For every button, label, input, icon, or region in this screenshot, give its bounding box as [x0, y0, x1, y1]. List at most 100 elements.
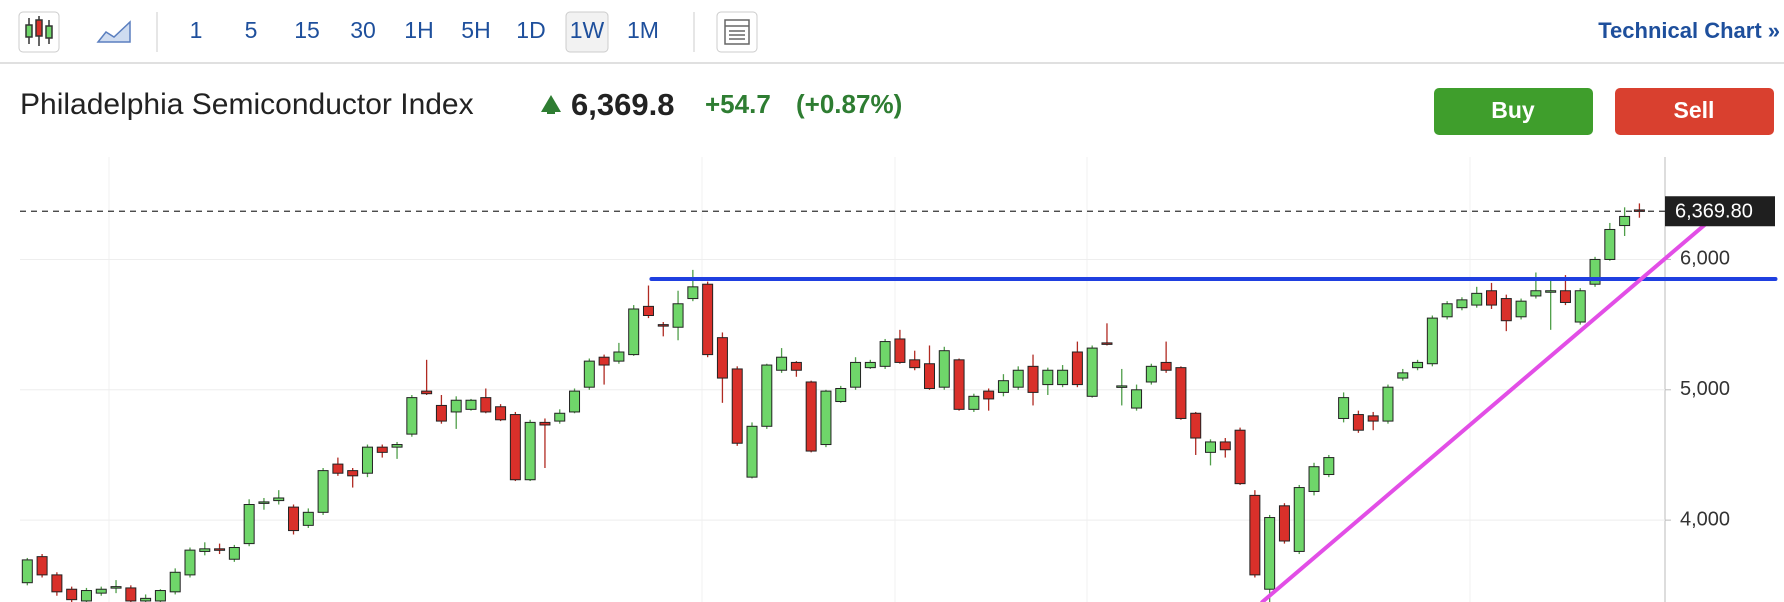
- interval-button[interactable]: 1W: [570, 17, 605, 43]
- candle-body: [1486, 290, 1498, 306]
- candle-body: [790, 361, 802, 371]
- candle-body: [642, 305, 654, 317]
- trendline: [1260, 202, 1731, 602]
- candle-body: [1234, 429, 1246, 485]
- candle-body: [672, 303, 684, 328]
- candle-body: [169, 571, 181, 593]
- candle-body: [317, 470, 329, 513]
- vertical-grid: [108, 157, 1471, 602]
- buy-button[interactable]: [1434, 88, 1593, 135]
- candle-body: [154, 590, 166, 602]
- candle-body: [1116, 385, 1128, 388]
- candle-body: [302, 511, 314, 526]
- candle-body: [243, 504, 255, 545]
- candle-body: [273, 497, 285, 502]
- candle-body: [199, 548, 211, 552]
- candle-body: [1071, 351, 1083, 386]
- candle-body: [347, 470, 359, 477]
- candle-body: [1249, 494, 1261, 576]
- candle-body: [1604, 228, 1616, 260]
- candle-body: [214, 548, 226, 551]
- candle-body: [702, 283, 714, 356]
- candle-body: [687, 286, 699, 300]
- sell-button[interactable]: [1615, 88, 1774, 135]
- candle-body: [1012, 369, 1024, 388]
- last-price-box: [1665, 196, 1775, 227]
- candle-body: [1619, 215, 1631, 227]
- candle-body: [657, 324, 669, 327]
- candle-body: [820, 390, 832, 446]
- candle-body: [835, 387, 847, 403]
- candle-body: [583, 360, 595, 388]
- candle-body: [495, 406, 507, 421]
- candle-body: [1382, 386, 1394, 422]
- interval-button[interactable]: 5H: [461, 17, 490, 43]
- interval-selected[interactable]: [565, 11, 609, 53]
- candle-body: [51, 574, 63, 593]
- candle-body: [1589, 258, 1601, 285]
- candle-body: [776, 356, 788, 371]
- candle-body: [36, 556, 48, 576]
- candle-body: [761, 364, 773, 427]
- candle-body: [1530, 290, 1542, 297]
- technical-chart-link[interactable]: Technical Chart »: [1598, 18, 1780, 43]
- candle-body: [554, 412, 566, 422]
- candle-body: [1175, 367, 1187, 419]
- candle-body: [731, 368, 743, 444]
- interval-button[interactable]: 1D: [516, 17, 545, 43]
- candle-body: [480, 397, 492, 413]
- candle-body: [1338, 397, 1350, 419]
- candle-body: [1367, 415, 1379, 422]
- toolbar: [0, 0, 1784, 63]
- interval-button[interactable]: 1: [190, 17, 203, 43]
- candle-body: [1278, 505, 1290, 542]
- candle-body: [465, 399, 477, 410]
- candle-body: [1308, 466, 1320, 492]
- candle-body: [524, 421, 536, 481]
- area-icon[interactable]: [96, 20, 131, 43]
- candle-body: [1559, 290, 1571, 303]
- candle-body: [21, 559, 33, 584]
- interval-button[interactable]: 30: [350, 17, 376, 43]
- candle-body: [361, 446, 373, 474]
- up-arrow: [541, 95, 561, 114]
- interval-button[interactable]: 15: [294, 17, 320, 43]
- interval-button[interactable]: 1M: [627, 17, 659, 43]
- layout-button[interactable]: [716, 11, 758, 53]
- interval-button[interactable]: 5: [245, 17, 258, 43]
- candle-icon: [25, 16, 53, 46]
- candle-body: [598, 356, 610, 366]
- candle-body: [184, 549, 196, 576]
- candle-body: [879, 341, 891, 367]
- candle-body: [125, 587, 137, 602]
- candle-body: [258, 501, 270, 504]
- candle-body: [1515, 300, 1527, 318]
- candle-body: [938, 350, 950, 388]
- candle-body: [1293, 487, 1305, 552]
- candle-body: [539, 421, 551, 426]
- candle-body: [376, 446, 388, 453]
- candle-body: [1145, 365, 1157, 383]
- candle-body: [110, 586, 122, 589]
- candle-body: [1219, 441, 1231, 451]
- candle-body: [1027, 365, 1039, 393]
- candle-body: [1441, 303, 1453, 318]
- candle-body: [1131, 389, 1143, 409]
- candle-body: [894, 338, 906, 363]
- candle-body: [435, 404, 447, 422]
- candle-body: [1471, 292, 1483, 306]
- candle-body: [953, 359, 965, 410]
- candle-body: [80, 590, 92, 602]
- layout-icon: [724, 19, 750, 45]
- candle-body: [613, 351, 625, 362]
- sell-label: Sell: [1674, 97, 1715, 123]
- candle-body: [983, 390, 995, 400]
- candle-body: [746, 425, 758, 478]
- interval-button[interactable]: 1H: [404, 17, 433, 43]
- candle-body: [1205, 441, 1216, 453]
- candle-body: [1352, 414, 1364, 431]
- candle-body: [968, 395, 980, 410]
- y-tick-label: 4,000: [1680, 508, 1730, 530]
